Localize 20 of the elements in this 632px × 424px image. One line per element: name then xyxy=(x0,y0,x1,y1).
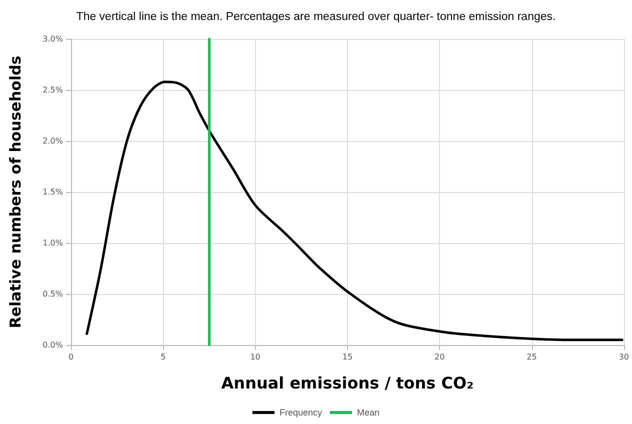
x-tick-label: 25 xyxy=(526,352,537,362)
y-tick-label: 2.5% xyxy=(42,86,64,94)
legend-label: Frequency xyxy=(279,408,323,418)
y-tick-label: 1.5% xyxy=(42,188,64,196)
x-tick-label: 20 xyxy=(434,352,445,362)
y-tick-label: 0.0% xyxy=(42,340,64,350)
y-tick-label: 2.0% xyxy=(42,136,64,146)
x-tick-label: 5 xyxy=(160,352,166,362)
x-tick-label: 30 xyxy=(618,352,630,362)
x-tick-label: 0 xyxy=(68,352,74,362)
x-tick-label: 10 xyxy=(250,352,260,362)
legend-label: Mean xyxy=(357,408,380,418)
x-tick-label: 15 xyxy=(342,352,353,362)
y-tick-label: 1.0% xyxy=(42,238,64,248)
chart-title: The vertical line is the mean. Percentages are measured over quarter- tonne emission ranges. xyxy=(76,11,556,23)
y-axis-title: Relative numbers of households xyxy=(6,56,24,328)
y-tick-label: 3.0% xyxy=(42,34,64,44)
x-axis-title: Annual emissions / tons CO₂ xyxy=(221,374,474,392)
line-series xyxy=(86,80,624,342)
y-tick-label: 0.5% xyxy=(42,290,64,298)
